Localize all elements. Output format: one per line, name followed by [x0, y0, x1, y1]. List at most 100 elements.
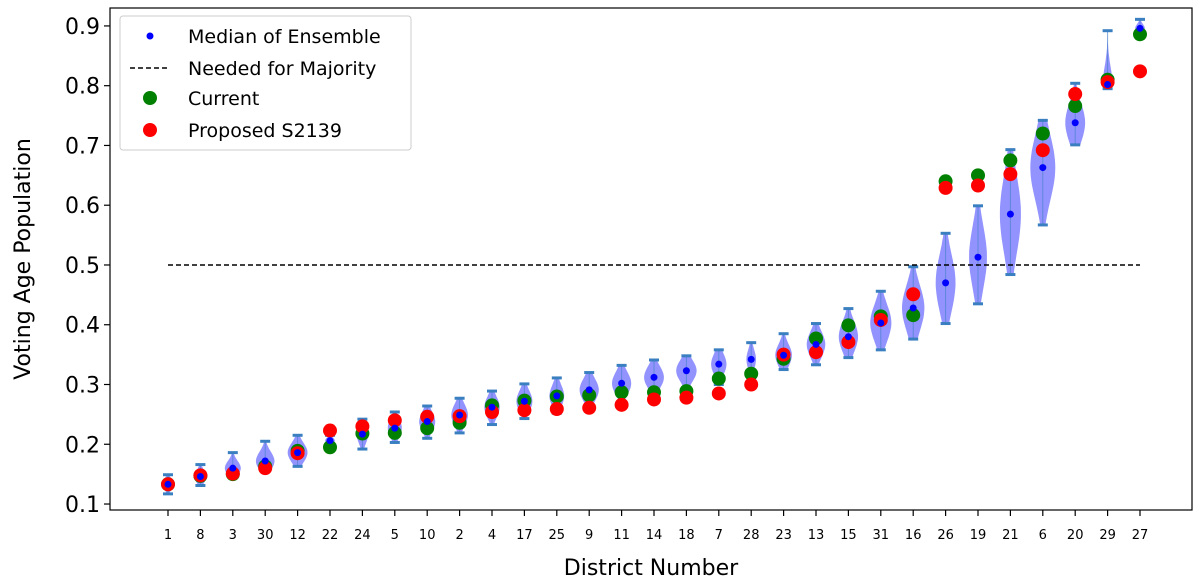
y-axis-title: Voting Age Population [11, 138, 36, 380]
x-tick-label: 28 [743, 528, 760, 543]
proposed-point-26 [938, 180, 953, 195]
median-point-10 [423, 418, 431, 426]
proposed-point-11 [614, 397, 629, 412]
median-point-26 [942, 279, 950, 287]
proposed-point-13 [809, 345, 823, 360]
median-point-6 [1039, 164, 1047, 172]
x-tick-label: 24 [354, 528, 371, 543]
median-point-16 [909, 304, 917, 312]
x-tick-label: 23 [775, 528, 792, 543]
x-tick-label: 12 [289, 528, 306, 543]
x-tick-label: 18 [678, 528, 695, 543]
x-tick-label: 3 [229, 528, 237, 543]
median-point-28 [747, 355, 755, 363]
legend-swatch-current [143, 91, 157, 105]
median-point-5 [391, 424, 399, 432]
y-tick-label: 0.6 [65, 194, 100, 219]
proposed-point-14 [647, 392, 661, 407]
x-tick-label: 19 [970, 528, 987, 543]
x-tick-label: 31 [873, 528, 890, 543]
median-point-29 [1104, 80, 1112, 88]
x-tick-label: 14 [646, 528, 663, 543]
proposed-point-4 [485, 404, 499, 419]
current-point-22 [323, 440, 337, 455]
median-point-18 [682, 367, 690, 375]
y-tick-label: 0.1 [65, 493, 100, 518]
proposed-point-24 [355, 419, 370, 434]
proposed-point-6 [1035, 143, 1050, 158]
x-tick-label: 27 [1132, 528, 1149, 543]
legend-box [119, 15, 412, 151]
current-point-15 [841, 318, 856, 333]
x-tick-label: 29 [1099, 528, 1116, 543]
y-tick-label: 0.9 [65, 15, 100, 40]
x-tick-label: 22 [322, 528, 339, 543]
proposed-point-17 [517, 403, 532, 418]
median-point-22 [326, 437, 334, 445]
points-layer [161, 24, 1147, 492]
current-point-19 [971, 168, 985, 183]
current-point-21 [1003, 153, 1018, 168]
x-tick-label: 20 [1067, 528, 1084, 543]
median-point-31 [877, 319, 885, 327]
median-point-7 [715, 360, 723, 368]
current-point-27 [1133, 27, 1147, 42]
median-point-27 [1136, 24, 1144, 32]
y-tick-label: 0.2 [65, 433, 100, 458]
y-tick-label: 0.8 [65, 75, 100, 100]
x-tick-label: 15 [840, 528, 857, 543]
median-point-11 [618, 379, 626, 387]
y-tick-label: 0.3 [65, 374, 100, 399]
x-tick-label: 1 [164, 528, 172, 543]
current-point-20 [1068, 99, 1083, 114]
x-tick-label: 6 [1039, 528, 1047, 543]
current-point-6 [1035, 126, 1050, 141]
proposed-point-15 [841, 335, 856, 350]
current-point-13 [809, 331, 823, 346]
x-tick-label: 10 [419, 528, 436, 543]
legend: Median of Ensemble Needed for Majority C… [119, 15, 412, 151]
median-point-14 [650, 373, 658, 381]
x-tick-label: 9 [585, 528, 593, 543]
x-tick-label: 16 [905, 528, 922, 543]
proposed-point-22 [323, 423, 337, 438]
median-point-3 [229, 464, 237, 472]
median-point-13 [812, 340, 820, 348]
proposed-point-7 [711, 386, 726, 401]
x-axis-ticks: 1 8 3 30 12 22 24 5 10 2 4 17 25 9 11 14 18 7 28 23 13 15 31 16… [164, 510, 1148, 543]
median-point-19 [974, 253, 982, 261]
legend-swatch-median [146, 32, 154, 40]
current-point-9 [582, 388, 597, 403]
median-point-4 [488, 403, 496, 411]
x-tick-label: 30 [257, 528, 274, 543]
x-tick-label: 21 [1002, 528, 1019, 543]
proposed-point-20 [1068, 87, 1083, 102]
current-point-10 [420, 421, 435, 436]
proposed-point-19 [971, 178, 985, 193]
median-point-1 [164, 480, 172, 488]
y-tick-label: 0.5 [65, 254, 100, 279]
proposed-point-30 [258, 461, 273, 476]
legend-label-median: Median of Ensemble [188, 26, 381, 48]
proposed-point-25 [549, 402, 564, 417]
proposed-point-3 [225, 466, 240, 481]
x-tick-label: 2 [455, 528, 463, 543]
median-point-2 [456, 411, 464, 419]
current-point-7 [711, 371, 726, 386]
proposed-point-21 [1003, 167, 1018, 182]
median-point-15 [844, 333, 852, 341]
x-tick-label: 8 [196, 528, 204, 543]
median-point-25 [553, 392, 561, 400]
median-point-8 [196, 473, 204, 481]
current-point-28 [744, 366, 759, 381]
proposed-point-28 [744, 377, 759, 392]
x-axis-title: District Number [564, 556, 739, 581]
current-point-11 [614, 385, 629, 400]
proposed-point-9 [582, 400, 597, 415]
median-point-20 [1071, 119, 1079, 127]
median-point-17 [520, 397, 528, 405]
x-tick-label: 5 [391, 528, 399, 543]
current-point-5 [387, 425, 402, 440]
median-point-30 [261, 457, 269, 465]
